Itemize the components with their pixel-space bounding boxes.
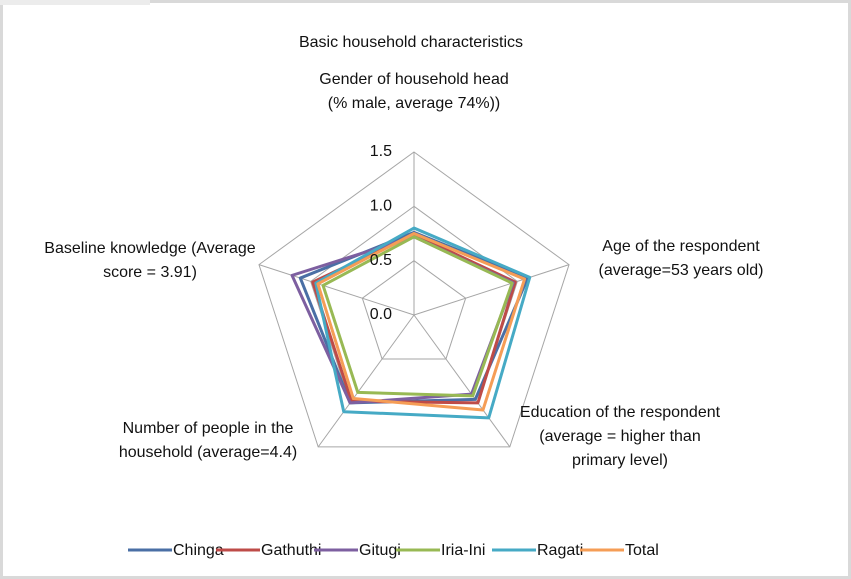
axis-label: Education of the respondent (average = h… bbox=[519, 404, 721, 469]
r-tick-label: 0.5 bbox=[370, 252, 392, 269]
spoke bbox=[258, 264, 415, 316]
grid-ring bbox=[361, 260, 467, 360]
spoke bbox=[317, 314, 415, 448]
legend-label: Gitugi bbox=[359, 542, 401, 559]
legend-label: Total bbox=[625, 542, 659, 559]
r-tick-label: 1.0 bbox=[370, 198, 392, 215]
spoke bbox=[413, 264, 570, 316]
grid-ring bbox=[258, 151, 570, 448]
axis-label: Gender of household head (% male, averag… bbox=[319, 71, 509, 112]
legend-label: Chinga bbox=[173, 542, 224, 559]
series-line bbox=[316, 232, 527, 412]
chart-title: Basic household characteristics bbox=[299, 34, 523, 51]
series-line bbox=[314, 226, 532, 420]
legend-label: Gathuthi bbox=[261, 542, 321, 559]
legend-label: Iria-Ini bbox=[441, 542, 485, 559]
r-tick-label: 0.0 bbox=[370, 306, 392, 323]
r-tick-label: 1.5 bbox=[370, 143, 392, 160]
axis-label: Age of the respondent (average=53 years … bbox=[598, 238, 764, 279]
axis-label: Baseline knowledge (Average score = 3.91… bbox=[44, 240, 256, 281]
axis-label: Number of people in the household (avera… bbox=[118, 420, 298, 461]
legend-label: Ragati bbox=[537, 542, 583, 559]
series-line bbox=[321, 235, 514, 398]
spoke bbox=[413, 314, 511, 448]
frame-tab bbox=[0, 0, 150, 5]
